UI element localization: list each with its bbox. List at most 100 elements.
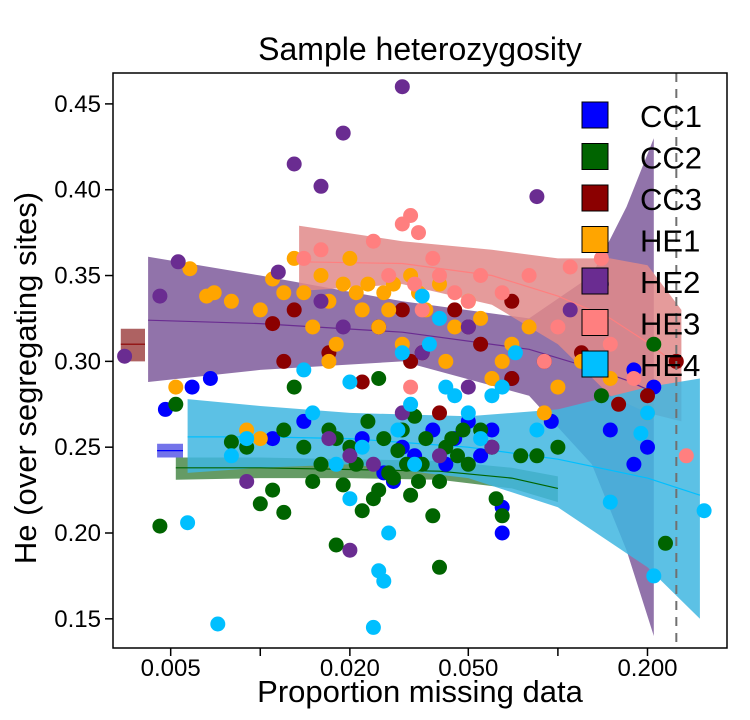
point-cc1	[494, 525, 510, 541]
point-cc2	[305, 474, 321, 489]
point-cc3	[640, 388, 655, 404]
point-cc2	[460, 456, 476, 472]
point-he4	[633, 425, 649, 441]
legend-swatch-cc2	[581, 143, 609, 170]
point-he4	[432, 310, 447, 326]
point-he1	[550, 379, 566, 395]
point-he1	[521, 319, 537, 335]
point-cc2	[152, 518, 168, 534]
y-tick-label: 0.40	[54, 177, 101, 204]
point-he3	[432, 268, 447, 283]
point-he4	[390, 422, 406, 438]
point-he1	[182, 261, 198, 277]
point-cc3	[504, 371, 520, 386]
point-he4	[696, 503, 712, 519]
point-cc2	[371, 371, 387, 386]
point-he3	[602, 336, 618, 352]
point-he1	[168, 379, 184, 395]
band-he2	[148, 138, 654, 636]
point-he4	[365, 619, 381, 635]
point-he3	[626, 371, 642, 386]
point-he4	[473, 431, 489, 447]
point-he1	[484, 371, 500, 386]
point-he1	[305, 319, 321, 335]
x-tick-label: 0.005	[141, 655, 201, 682]
point-he3	[407, 276, 423, 292]
x-tick-label: 0.050	[438, 655, 498, 682]
point-cc2	[296, 439, 312, 455]
point-cc2	[646, 336, 662, 352]
legend-swatch-he2	[581, 267, 609, 295]
point-he3	[425, 250, 441, 266]
point-he1	[438, 353, 454, 369]
point-he2	[239, 474, 255, 489]
point-he4	[180, 515, 196, 531]
point-he1	[354, 302, 370, 318]
point-he4	[239, 431, 255, 447]
chart-title: Sample heterozygosity	[258, 31, 582, 67]
point-he3	[460, 293, 476, 309]
point-cc3	[447, 302, 463, 318]
y-axis-label: He (over segregating sites)	[8, 192, 43, 564]
point-he3	[296, 250, 312, 266]
point-he4	[210, 616, 226, 632]
point-he2	[321, 431, 337, 447]
legend-label-he2: HE2	[640, 265, 700, 300]
point-he4	[354, 439, 370, 455]
point-cc2	[376, 431, 392, 447]
point-he1	[536, 405, 552, 421]
point-he1	[381, 302, 397, 318]
x-tick-label: 0.200	[617, 655, 677, 682]
x-tick-label: 0.020	[320, 655, 380, 682]
point-he1	[328, 336, 344, 352]
point-he4	[305, 405, 321, 421]
point-he1	[447, 319, 463, 335]
point-he3	[313, 242, 329, 258]
legend-swatch-cc3	[581, 184, 609, 212]
point-cc2	[328, 537, 344, 553]
point-cc2	[455, 422, 471, 438]
point-cc2	[313, 456, 329, 472]
point-cc2	[450, 448, 465, 464]
legend: CC1 CC2 CC3 HE1 HE2 HE3 HE4	[581, 99, 702, 383]
point-cc2	[276, 422, 292, 438]
point-cc2	[425, 508, 441, 524]
point-he4	[602, 494, 618, 510]
point-he2	[460, 319, 476, 335]
point-cc1	[484, 422, 500, 438]
point-cc3	[473, 336, 489, 352]
plot-frame	[112, 72, 728, 649]
point-he1	[223, 293, 239, 309]
point-he3	[536, 353, 552, 369]
point-he3	[447, 285, 463, 301]
point-he1	[335, 276, 351, 292]
point-cc2	[407, 408, 423, 424]
point-he4	[640, 405, 655, 421]
point-he3	[473, 268, 489, 283]
point-he1	[252, 431, 268, 447]
point-he1	[321, 353, 337, 369]
point-he2	[313, 178, 329, 194]
point-cc2	[529, 448, 545, 464]
point-he1	[348, 285, 364, 301]
point-cc3	[432, 405, 447, 421]
point-he3	[365, 233, 381, 249]
legend-label-he4: HE4	[640, 348, 700, 383]
point-he2	[117, 348, 133, 364]
point-he4	[646, 568, 662, 584]
point-he2	[484, 439, 500, 455]
point-cc3	[265, 316, 281, 332]
y-axis: 0.15 0.20 0.25 0.30 0.35 0.40 0.45	[54, 91, 113, 633]
point-cc2	[432, 559, 447, 575]
point-cc2	[360, 413, 376, 429]
point-he4	[342, 491, 358, 507]
point-he1	[376, 285, 392, 301]
point-he1	[371, 319, 387, 335]
point-cc3	[354, 374, 370, 390]
point-he4	[223, 448, 239, 464]
point-cc2	[265, 482, 281, 498]
legend-label-cc2: CC2	[640, 141, 702, 176]
point-he2	[562, 302, 578, 318]
point-cc1	[602, 422, 618, 438]
point-he4	[394, 345, 410, 361]
